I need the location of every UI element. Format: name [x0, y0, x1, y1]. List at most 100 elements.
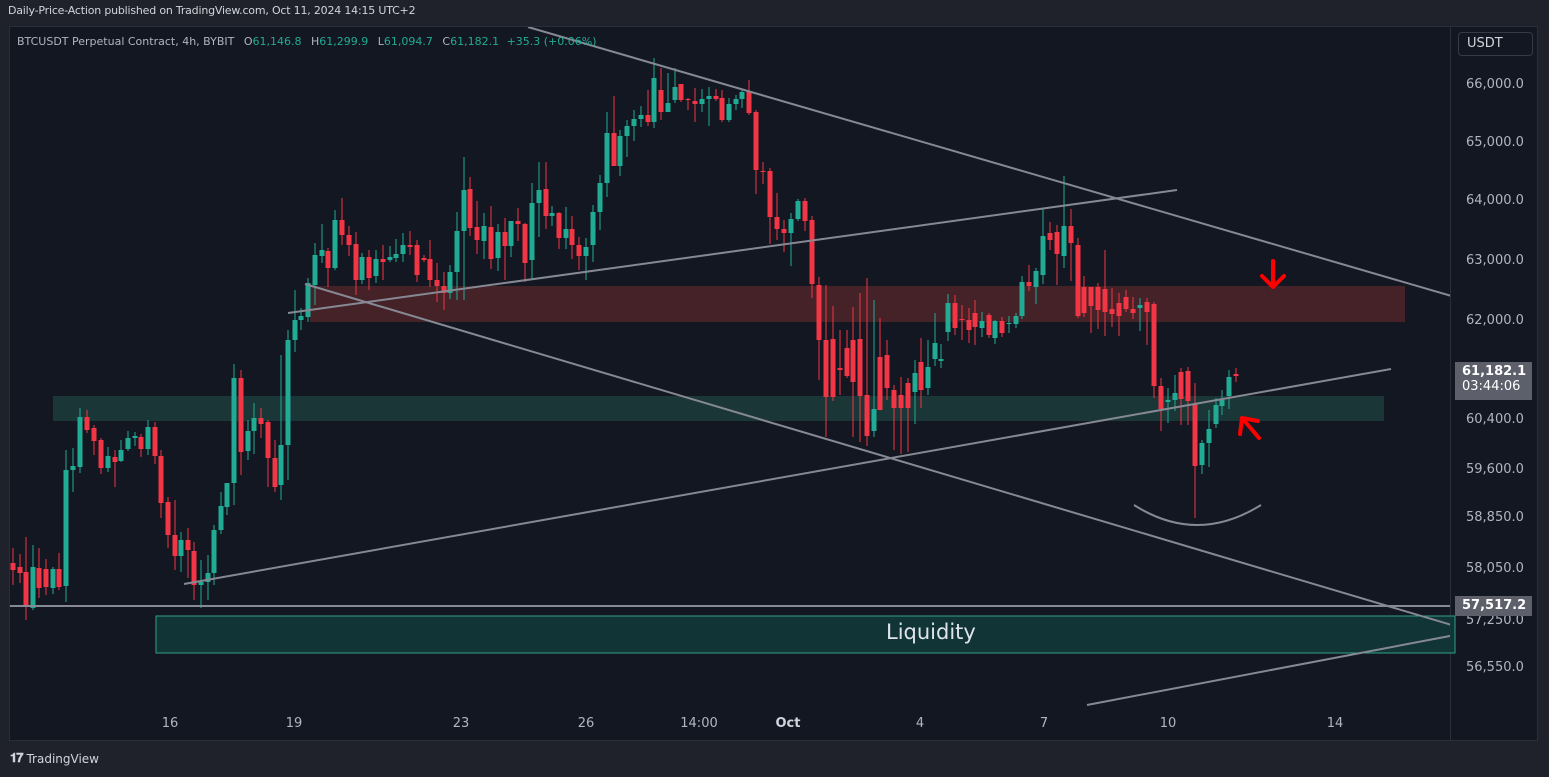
candle-body [1013, 316, 1019, 324]
time-tick: 16 [161, 716, 179, 731]
candle-body [218, 506, 224, 530]
candle-body [1116, 303, 1122, 316]
candle-body [50, 569, 56, 588]
candle-body [112, 457, 118, 462]
candle-body [1075, 245, 1081, 316]
candle-body [285, 340, 291, 445]
candle-body [30, 567, 36, 608]
candle-body [325, 251, 331, 268]
candle-body [319, 250, 325, 256]
time-tick: Oct [775, 716, 801, 731]
candle-body [1185, 371, 1191, 401]
candle-body [1178, 372, 1184, 399]
candle-body [245, 431, 251, 451]
candle-body [699, 99, 705, 104]
candle-body [597, 183, 603, 212]
candle-body [685, 99, 691, 100]
price-tick: 56,550.0 [1466, 660, 1524, 675]
candle-body [91, 428, 97, 441]
candle-body [138, 437, 144, 449]
candle-body [165, 502, 171, 535]
time-tick: 14:00 [680, 716, 718, 731]
price-tick: 63,000.0 [1466, 253, 1524, 268]
symbol-title: BTCUSDT Perpetual Contract, 4h, BYBIT [17, 35, 235, 48]
time-tick: 10 [1159, 716, 1177, 731]
high-value: 61,299.9 [319, 35, 369, 48]
candle-body [43, 569, 49, 587]
candle-body [1219, 400, 1225, 406]
candle-body [658, 90, 664, 112]
candle-body [515, 221, 521, 224]
candle-body [651, 78, 657, 122]
candle-body [611, 133, 617, 166]
candle-body [495, 232, 501, 258]
candle-body [1151, 304, 1157, 386]
resistance-zone [310, 286, 1405, 322]
candle-body [178, 540, 184, 556]
candle-body [638, 115, 644, 119]
candle-body [1006, 323, 1012, 324]
trend-line [1086, 634, 1450, 706]
candle-body [706, 96, 712, 99]
candle-body [1137, 305, 1143, 308]
candle-body [665, 103, 671, 112]
candle-body [77, 417, 83, 467]
candle-body [857, 339, 863, 396]
candle-body [979, 321, 985, 328]
candle-body [1109, 309, 1115, 314]
candle-body [1226, 377, 1232, 396]
candle-body [461, 190, 467, 231]
candle-body [938, 359, 944, 361]
candle-body [105, 456, 111, 468]
trend-line [183, 368, 1392, 585]
candle-body [918, 362, 924, 390]
symbol-legend: BTCUSDT Perpetual Contract, 4h, BYBIT O6… [17, 35, 597, 48]
candle-body [816, 285, 822, 340]
candle-body [211, 530, 217, 573]
candle-body [56, 569, 62, 587]
candle-body [393, 254, 399, 258]
candle-body [508, 221, 514, 246]
candle-body [905, 383, 911, 408]
candle-body [1088, 287, 1094, 306]
candle-body [891, 390, 897, 408]
price-tick: 57,250.0 [1466, 613, 1524, 628]
candle-body [298, 316, 304, 320]
horizontal-level-label: 57,517.2 [1455, 596, 1532, 616]
candle-body [387, 257, 393, 260]
candle-body [191, 551, 197, 585]
candle-body [986, 315, 992, 335]
candle-body [617, 136, 623, 166]
candle-body [400, 245, 406, 254]
candle-body [536, 190, 542, 203]
candle-body [1233, 374, 1239, 376]
candle-body [63, 470, 69, 586]
candle-body [672, 87, 678, 100]
candle-body [224, 483, 230, 507]
time-tick: 23 [452, 716, 470, 731]
time-tick: 19 [285, 716, 303, 731]
price-tick: 58,050.0 [1466, 561, 1524, 576]
candle-body [1144, 302, 1150, 312]
candle-body [185, 540, 191, 550]
candle-body [1206, 429, 1212, 443]
candle-body [305, 283, 311, 317]
last-price-label: 61,182.1 03:44:06 [1455, 362, 1532, 400]
candle-body [272, 458, 278, 487]
candle-body [373, 259, 379, 276]
candle-body [1061, 226, 1067, 256]
candle-body [767, 171, 773, 217]
candle-body [238, 378, 244, 452]
candle-body [1123, 297, 1129, 309]
candle-body [1019, 282, 1025, 316]
candle-body [1213, 405, 1219, 424]
candle-body [339, 220, 345, 235]
price-tick: 66,000.0 [1466, 77, 1524, 92]
candle-body [753, 112, 759, 170]
candle-body [850, 340, 856, 382]
currency-unit-button[interactable]: USDT [1458, 32, 1533, 56]
candle-body [98, 440, 104, 468]
candle-body [830, 339, 836, 397]
candle-body [251, 418, 257, 431]
